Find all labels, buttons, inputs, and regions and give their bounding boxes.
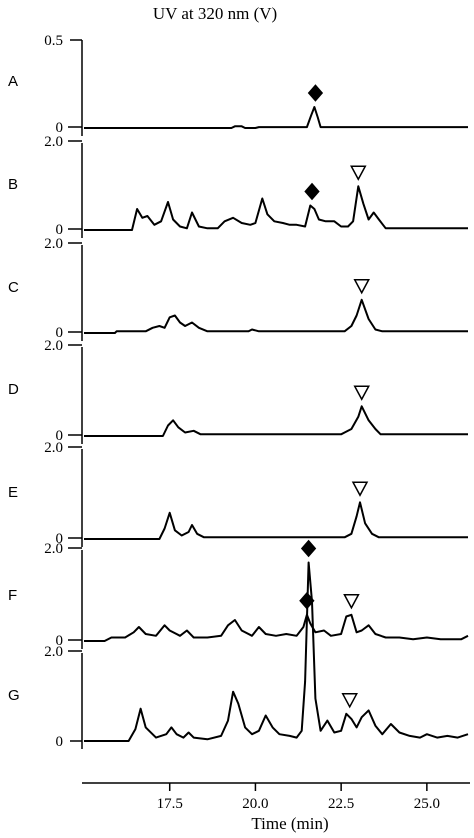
triangle-marker-F (343, 594, 360, 610)
diamond-marker-G (300, 539, 317, 558)
panel-label-G: G (8, 687, 20, 704)
panel-label-F: F (8, 587, 17, 604)
chart-title: UV at 320 nm (V) (153, 4, 277, 23)
y-tick-label-top: 0.5 (44, 33, 63, 49)
x-tick-label: 22.5 (328, 796, 354, 812)
diamond-marker-B (304, 182, 320, 201)
y-tick-label-zero: 0 (56, 325, 64, 341)
triangle-marker-E (351, 481, 369, 497)
trace-G (84, 561, 469, 742)
x-axis-title: Time (min) (251, 814, 328, 833)
panel-label-E: E (8, 484, 18, 501)
y-tick-label-upper: 2.0 (44, 541, 63, 557)
y-tick-label-upper: 2.0 (44, 134, 63, 150)
trace-F (84, 613, 469, 642)
y-tick-label-zero: 0 (56, 222, 64, 238)
y-tick-label-zero: 0 (56, 120, 64, 136)
trace-A (84, 106, 468, 129)
x-tick-label: 20.0 (242, 796, 268, 812)
y-tick-label-upper: 2.0 (44, 338, 63, 354)
plot-area: 02.002.002.002.002.002.000.517.5 20.0 22.5… (8, 33, 470, 812)
trace-B (84, 185, 468, 231)
y-tick-label-zero: 0 (56, 734, 64, 750)
y-tick-label-zero: 0 (56, 531, 64, 547)
y-tick-label-zero: 0 (56, 633, 64, 649)
trace-E (84, 501, 468, 540)
triangle-marker-G (341, 693, 358, 709)
y-tick-label-upper: 2.0 (44, 236, 63, 252)
trace-D (84, 405, 468, 437)
panel-label-D: D (8, 381, 19, 398)
x-tick-label: 17.5 (157, 796, 183, 812)
triangle-marker-B (350, 165, 367, 181)
triangle-marker-D (353, 385, 370, 401)
panel-label-C: C (8, 279, 19, 296)
trace-C (84, 298, 468, 334)
diamond-marker-A (307, 84, 324, 102)
y-tick-label-zero: 0 (56, 428, 64, 444)
panel-label-A: A (8, 73, 18, 90)
y-tick-label-upper: 2.0 (44, 440, 63, 456)
x-tick-label: 25.0 (414, 796, 440, 812)
panel-label-B: B (8, 176, 18, 193)
y-tick-label-upper: 2.0 (44, 644, 63, 660)
triangle-marker-C (353, 279, 370, 295)
